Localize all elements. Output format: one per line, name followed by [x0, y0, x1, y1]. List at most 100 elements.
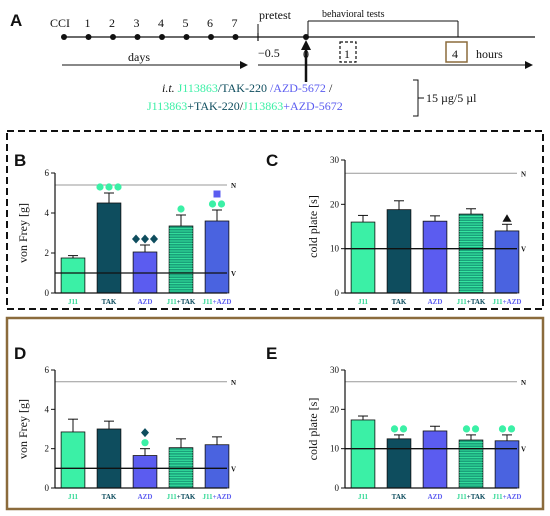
frame-1h [6, 130, 544, 310]
category-label-part: +AZD [503, 493, 522, 501]
panel-letter: E [266, 344, 277, 363]
significance-square [213, 190, 221, 198]
day-label: CCI [50, 16, 70, 30]
days-axis-label: days [128, 50, 150, 64]
vehicle-reference-label: V [521, 246, 526, 254]
category-label-part: J11 [457, 493, 468, 501]
y-tick-label: 10 [330, 444, 340, 454]
timeline-panel: A CCI 1 2 3 4 5 6 7 pretest behavioral tests −0… [10, 8, 535, 117]
bar-tak [386, 438, 412, 489]
category-label-part: J11 [457, 298, 468, 306]
injection-drug-span: J113863 [243, 99, 283, 113]
bar-tak [96, 202, 122, 294]
day-label: 2 [109, 16, 115, 30]
y-tick-label: 6 [45, 168, 50, 178]
hours-arrowhead [525, 61, 533, 69]
significance-diamond [141, 428, 149, 438]
hour-label-minus-half: −0.5 [258, 46, 280, 60]
bar-tak [96, 428, 122, 489]
category-label: J11+TAK [167, 298, 196, 306]
naive-reference-label: N [521, 170, 526, 178]
y-axis-label: von Frey [g] [16, 399, 30, 459]
hour-1-box [339, 41, 357, 63]
category-label: J11 [358, 493, 369, 501]
day-label: 4 [158, 16, 164, 30]
injection-prefix: i.t. [162, 81, 175, 95]
category-label: AZD [138, 298, 153, 306]
category-label: J11 [358, 298, 369, 306]
y-axis-label: cold plate [s] [306, 195, 320, 258]
injection-drug-span: /AZD-5672 [267, 81, 326, 95]
y-tick-label: 10 [330, 244, 340, 254]
day-ticks: CCI 1 2 3 4 5 6 7 [50, 16, 309, 41]
injection-drug-span: J113863 [147, 99, 187, 113]
injection-drug-span: / [326, 81, 333, 95]
panel-letter-a: A [10, 11, 22, 30]
y-tick-label: 4 [45, 208, 50, 218]
category-label: J11+AZD [203, 298, 232, 306]
category-label: J11 [68, 298, 79, 306]
bar-j11 [350, 221, 376, 294]
y-tick-label: 6 [45, 365, 50, 375]
category-label: J11+TAK [167, 493, 196, 501]
day-dot [134, 34, 141, 40]
day-dot [208, 34, 214, 40]
y-axis-label: von Frey [g] [16, 203, 30, 263]
day-label: 1 [85, 16, 91, 30]
hour-label-one: 1 [344, 47, 350, 61]
y-tick-label: 20 [330, 404, 340, 414]
bar-j11tak [458, 213, 484, 294]
tests-label: behavioral tests [322, 9, 385, 20]
day-dot [110, 34, 116, 40]
category-label-part: J11 [167, 493, 178, 501]
y-tick-label: 2 [45, 444, 50, 454]
significance-circle [507, 425, 516, 433]
y-tick-label: 30 [330, 155, 340, 165]
vehicle-reference-label: V [231, 465, 236, 473]
bar-j11azd [204, 444, 230, 489]
significance-circle [96, 183, 104, 191]
y-tick-label: 0 [45, 483, 50, 493]
category-label: J11+AZD [203, 493, 232, 501]
day-dot [183, 34, 190, 40]
significance-diamond [150, 234, 158, 244]
day-label: 6 [207, 16, 213, 30]
significance-circle [498, 425, 507, 433]
category-label: J11+TAK [457, 493, 486, 501]
bar-j11azd [494, 230, 520, 294]
frame-4h [5, 316, 545, 511]
category-label: AZD [138, 493, 153, 501]
day-dot [159, 34, 165, 40]
category-label-part: J11 [203, 298, 214, 306]
injection-drug-span: /TAK-220 [218, 81, 267, 95]
y-axis-label: cold plate [s] [306, 398, 320, 461]
category-label: AZD [428, 298, 443, 306]
injection-drug-span: +AZD-5672 [283, 99, 342, 113]
significance-circle [141, 439, 149, 447]
bar-tak [386, 209, 412, 294]
vehicle-reference-label: V [521, 446, 526, 454]
category-label: AZD [428, 493, 443, 501]
days-arrowhead [240, 61, 248, 69]
category-label: TAK [102, 298, 117, 306]
day-dot [232, 34, 239, 40]
day-label: 3 [134, 16, 140, 30]
significance-circle [217, 200, 226, 208]
significance-triangle [502, 214, 512, 222]
bar-j11azd [204, 220, 230, 294]
injection-arrowhead [301, 40, 311, 50]
vehicle-reference-label: V [231, 270, 236, 278]
bar-j11 [350, 419, 376, 489]
significance-circle [208, 200, 217, 208]
dose-label: 15 µg/5 µl [426, 91, 477, 105]
category-label-part: +TAK [177, 493, 196, 501]
naive-reference-label: N [231, 379, 236, 387]
bar-azd [132, 455, 158, 489]
naive-reference-label: N [521, 379, 526, 387]
category-label-part: J11 [203, 493, 214, 501]
significance-diamond [132, 234, 140, 244]
y-tick-label: 30 [330, 365, 340, 375]
injection-drug-span: / [240, 99, 244, 113]
